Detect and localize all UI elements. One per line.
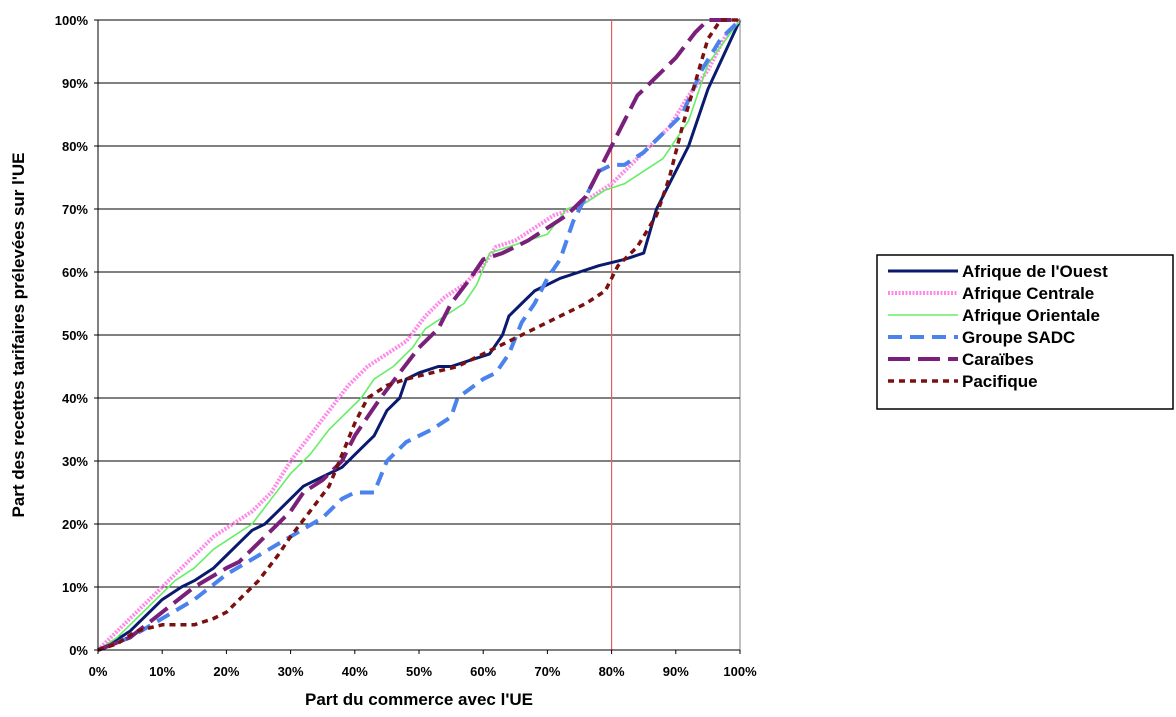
series-line-2 — [97, 19, 741, 651]
y-tick-label: 60% — [62, 265, 88, 280]
x-tick-label: 100% — [723, 664, 757, 679]
x-tick-label: 60% — [470, 664, 496, 679]
y-tick-label: 30% — [62, 454, 88, 469]
x-tick-label: 90% — [663, 664, 689, 679]
x-axis-title: Part du commerce avec l'UE — [305, 690, 533, 709]
y-tick-label: 0% — [69, 643, 88, 658]
x-tick-label: 80% — [599, 664, 625, 679]
legend-label-0: Afrique de l'Ouest — [962, 262, 1108, 281]
legend-label-4: Caraïbes — [962, 350, 1034, 369]
legend-items: Afrique de l'Ouest Afrique Centrale Afriqu… — [888, 262, 1108, 391]
y-tick-labels: 0% 10% 20% 30% 40% 50% 60% 70% 80% 90% 100% — [55, 13, 89, 658]
legend-label-2: Afrique Orientale — [962, 306, 1100, 325]
grid-lines — [98, 19, 740, 588]
x-tick-label: 40% — [342, 664, 368, 679]
x-tick-label: 70% — [534, 664, 560, 679]
y-tick-label: 70% — [62, 202, 88, 217]
series-group — [96, 18, 742, 652]
x-tick-label: 50% — [406, 664, 432, 679]
x-tick-label: 0% — [89, 664, 108, 679]
legend-label-1: Afrique Centrale — [962, 284, 1094, 303]
y-axis-title: Part des recettes tarifaires prélevées s… — [9, 152, 28, 517]
y-tick-label: 90% — [62, 76, 88, 91]
x-tick-label: 20% — [213, 664, 239, 679]
series-line-0 — [97, 19, 742, 652]
series-line-5 — [97, 18, 740, 652]
x-tick-labels: 0% 10% 20% 30% 40% 50% 60% 70% 80% 90% 100% — [89, 664, 757, 679]
series-line-4 — [97, 18, 740, 652]
x-tick-label: 30% — [278, 664, 304, 679]
legend-label-5: Pacifique — [962, 372, 1038, 391]
y-tick-label: 20% — [62, 517, 88, 532]
x-tick-label: 10% — [149, 664, 175, 679]
series-line-3 — [97, 18, 742, 652]
legend: Afrique de l'Ouest Afrique Centrale Afriqu… — [876, 254, 1174, 410]
y-tick-label: 10% — [62, 580, 88, 595]
y-tick-label: 80% — [62, 139, 88, 154]
axes — [94, 19, 741, 654]
series-line-1 — [96, 18, 742, 652]
y-tick-label: 50% — [62, 328, 88, 343]
y-tick-label: 100% — [55, 13, 89, 28]
legend-box — [876, 254, 1174, 410]
legend-label-3: Groupe SADC — [962, 328, 1075, 347]
y-tick-label: 40% — [62, 391, 88, 406]
